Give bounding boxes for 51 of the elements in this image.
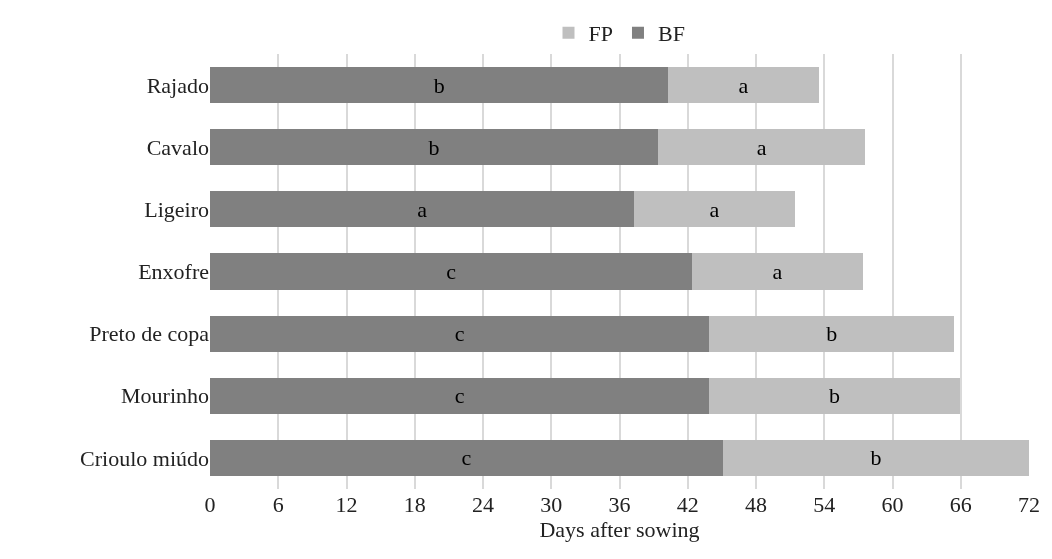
x-tick-label: 36	[608, 492, 631, 517]
data-label: a	[772, 259, 783, 284]
legend-label: FP	[588, 21, 613, 47]
y-tick-label: Crioulo miúdo	[80, 445, 209, 471]
bar	[709, 377, 960, 414]
bar	[210, 253, 693, 290]
data-label: c	[461, 445, 472, 471]
bar	[709, 315, 954, 352]
bar	[210, 439, 724, 476]
x-tick-label: 60	[881, 492, 904, 517]
data-label: c	[446, 259, 457, 284]
data-label: b	[433, 72, 445, 98]
data-label: c	[454, 321, 465, 347]
y-tick-label: Preto de copa	[89, 321, 210, 347]
bar	[634, 191, 795, 228]
y-tick-label: Rajado	[146, 72, 209, 98]
x-tick-label: 12	[335, 492, 358, 517]
data-label: a	[417, 196, 428, 222]
y-tick-label: Cavalo	[146, 134, 209, 160]
bar	[210, 191, 635, 228]
data-label: a	[709, 196, 720, 222]
x-tick-label: 30	[540, 492, 563, 517]
x-tick-label: 42	[676, 492, 699, 517]
y-tick-label: Ligeiro	[144, 197, 209, 223]
data-label: b	[428, 134, 440, 160]
data-label: a	[756, 134, 767, 160]
x-tick-label: 66	[949, 492, 972, 517]
data-label: b	[828, 383, 840, 409]
data-label: c	[454, 383, 465, 409]
bar	[658, 129, 866, 166]
x-tick-label: 0	[204, 492, 216, 517]
y-tick-label: Mourinho	[121, 383, 209, 409]
x-tick-label: 6	[272, 492, 284, 517]
x-tick-label: 54	[813, 492, 836, 517]
data-label: b	[870, 445, 882, 471]
data-label: a	[738, 72, 749, 98]
bar	[210, 315, 710, 352]
x-axis-title: Days after sowing	[539, 517, 700, 542]
bar	[210, 67, 669, 104]
bar	[692, 253, 863, 290]
bar	[668, 67, 819, 104]
bar	[723, 439, 1029, 476]
bar	[210, 377, 710, 414]
y-tick-label: Enxofre	[138, 259, 209, 285]
data-label: b	[826, 321, 838, 347]
legend-label: BF	[657, 21, 685, 47]
x-tick-label: 48	[745, 492, 767, 517]
x-tick-label: 24	[472, 492, 494, 517]
bar	[210, 129, 659, 166]
x-tick-label: 72	[1018, 492, 1040, 517]
x-tick-label: 18	[403, 492, 426, 517]
